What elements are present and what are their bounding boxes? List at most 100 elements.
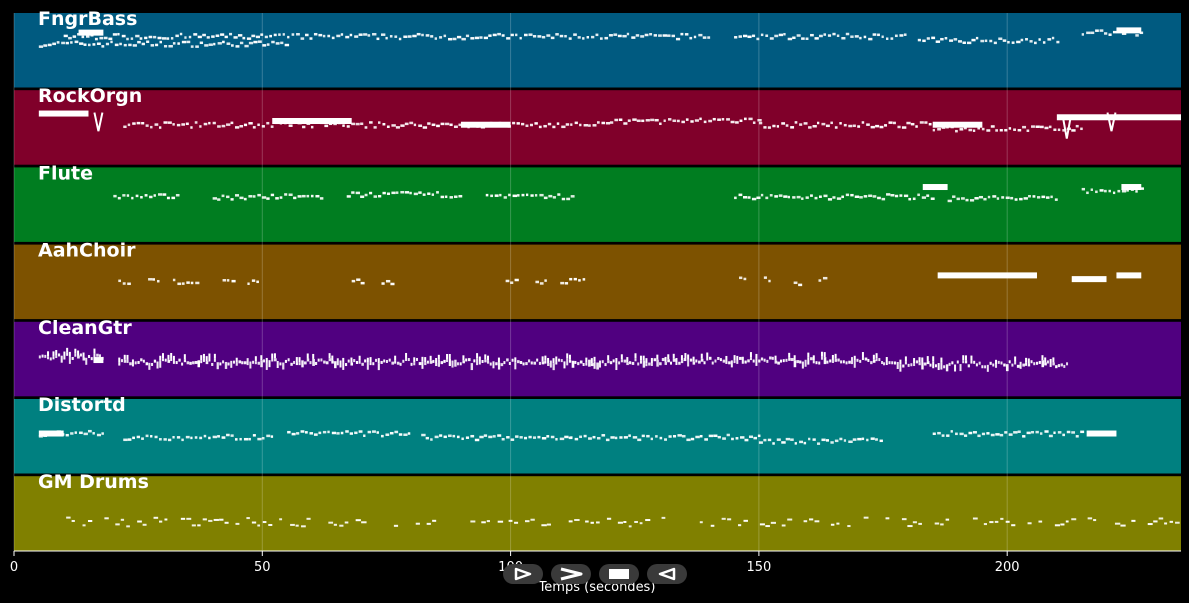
note — [1121, 189, 1127, 193]
note — [405, 352, 408, 358]
note — [1014, 198, 1018, 201]
note — [226, 195, 230, 199]
note — [1049, 363, 1052, 367]
note — [903, 33, 907, 36]
note — [315, 194, 320, 198]
note — [918, 522, 922, 525]
note — [213, 42, 216, 46]
note — [427, 122, 431, 125]
play-button[interactable] — [503, 564, 543, 584]
note — [827, 198, 833, 201]
x-tick-label: 0 — [10, 560, 18, 575]
note — [74, 348, 77, 354]
note — [244, 44, 249, 48]
note — [639, 355, 642, 361]
note — [224, 361, 228, 369]
note — [432, 359, 435, 363]
note — [986, 129, 991, 132]
note — [421, 361, 424, 369]
note — [372, 33, 377, 36]
note — [1147, 523, 1153, 526]
note — [1028, 194, 1031, 198]
note — [279, 196, 283, 199]
note — [605, 438, 610, 442]
note — [403, 433, 408, 436]
note — [483, 434, 488, 437]
note — [1052, 362, 1055, 366]
note — [918, 362, 921, 366]
note — [298, 357, 301, 363]
note — [861, 437, 865, 441]
note — [974, 197, 979, 200]
note — [607, 360, 610, 364]
note — [68, 36, 72, 40]
track-lane — [14, 90, 1181, 165]
note — [418, 362, 422, 366]
note — [970, 360, 973, 364]
note — [470, 363, 474, 371]
note — [136, 435, 141, 439]
note — [219, 518, 224, 521]
note — [987, 195, 991, 199]
note — [1014, 356, 1017, 362]
note — [435, 363, 438, 367]
note — [1008, 127, 1012, 130]
note — [702, 36, 707, 39]
note — [891, 361, 894, 365]
note — [861, 357, 864, 361]
note — [265, 362, 268, 370]
note — [327, 430, 330, 434]
note — [585, 357, 588, 363]
note — [369, 121, 373, 124]
note — [202, 33, 206, 37]
note — [866, 123, 870, 126]
note — [476, 358, 479, 366]
note — [134, 361, 137, 365]
note — [894, 34, 898, 38]
note — [763, 438, 767, 442]
note — [884, 124, 888, 127]
note — [779, 359, 782, 363]
note — [426, 522, 431, 525]
note — [917, 193, 920, 197]
note — [290, 362, 293, 366]
note — [105, 42, 110, 46]
note — [735, 437, 739, 440]
note — [1066, 430, 1071, 434]
note — [809, 518, 814, 521]
note — [127, 438, 132, 441]
note — [676, 119, 680, 123]
note — [812, 438, 816, 441]
note — [266, 43, 270, 46]
note — [867, 358, 870, 362]
note — [413, 192, 418, 196]
note — [899, 364, 902, 372]
note — [1175, 521, 1180, 524]
note — [123, 359, 127, 363]
note — [503, 196, 507, 199]
stop-button[interactable] — [599, 564, 639, 584]
note — [194, 121, 198, 124]
note — [170, 352, 173, 358]
note — [881, 361, 884, 365]
note — [959, 128, 964, 131]
note — [295, 357, 298, 363]
note — [561, 125, 566, 129]
note — [661, 516, 666, 519]
note — [1080, 127, 1083, 131]
fast-forward-button[interactable] — [551, 564, 591, 584]
note — [886, 193, 891, 196]
note — [1038, 38, 1041, 41]
note — [1081, 33, 1084, 36]
rewind-button[interactable] — [647, 564, 687, 584]
note — [597, 436, 601, 440]
note — [658, 34, 662, 37]
note — [1035, 430, 1039, 434]
note — [859, 36, 862, 40]
note — [707, 36, 711, 39]
note — [430, 35, 434, 38]
note — [1095, 29, 1099, 32]
note — [585, 362, 588, 366]
note — [555, 361, 558, 365]
note — [872, 195, 877, 198]
